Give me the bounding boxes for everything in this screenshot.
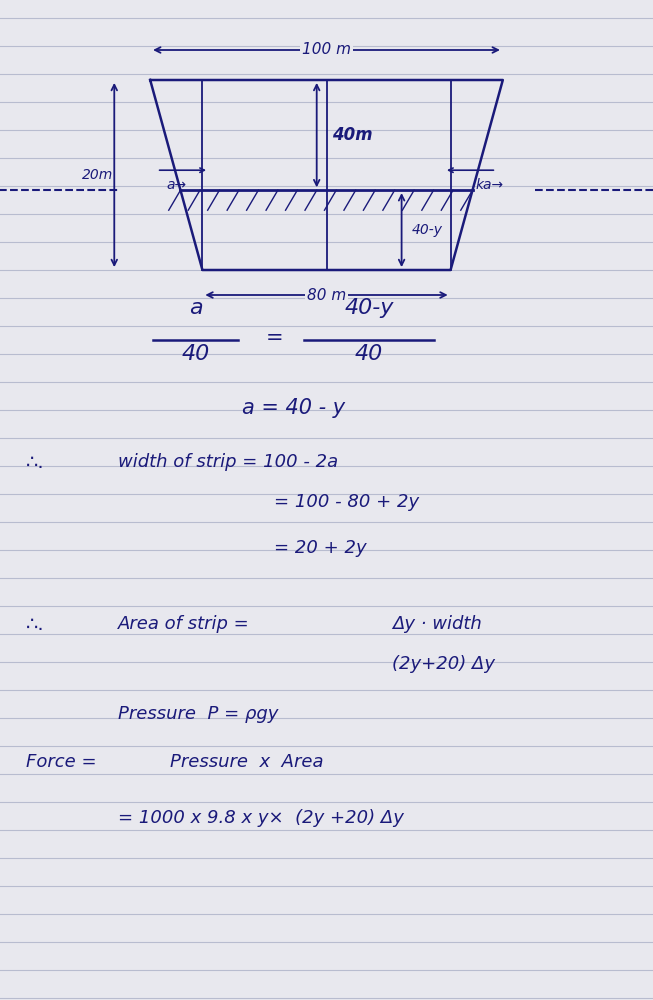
Text: a→: a→ (167, 178, 186, 192)
Text: = 1000 x 9.8 x y×  (2y +20) Δy: = 1000 x 9.8 x y× (2y +20) Δy (118, 809, 404, 827)
Text: 80 m: 80 m (307, 288, 346, 302)
Text: 40: 40 (355, 344, 383, 364)
Text: Pressure  x  Area: Pressure x Area (170, 753, 323, 771)
Text: ∴.: ∴. (26, 452, 45, 472)
Text: = 20 + 2y: = 20 + 2y (274, 539, 367, 557)
Text: Force =: Force = (26, 753, 97, 771)
Text: 40-y: 40-y (412, 223, 443, 237)
Text: a: a (189, 298, 202, 318)
Text: ka→: ka→ (475, 178, 504, 192)
Text: a = 40 - y: a = 40 - y (242, 398, 345, 418)
Text: = 100 - 80 + 2y: = 100 - 80 + 2y (274, 493, 419, 511)
Text: 40m: 40m (332, 126, 373, 144)
Text: Area of strip =: Area of strip = (118, 615, 249, 633)
Text: 20m: 20m (82, 168, 114, 182)
Text: Δy · width: Δy · width (392, 615, 481, 633)
Text: 40-y: 40-y (344, 298, 394, 318)
Text: width of strip = 100 - 2a: width of strip = 100 - 2a (118, 453, 338, 471)
Text: ∴.: ∴. (26, 614, 45, 634)
Text: Pressure  P = ρgy: Pressure P = ρgy (118, 705, 278, 723)
Text: =: = (266, 328, 283, 348)
Text: 40: 40 (182, 344, 210, 364)
Text: 100 m: 100 m (302, 42, 351, 57)
Text: (2y+20) Δy: (2y+20) Δy (392, 655, 495, 673)
